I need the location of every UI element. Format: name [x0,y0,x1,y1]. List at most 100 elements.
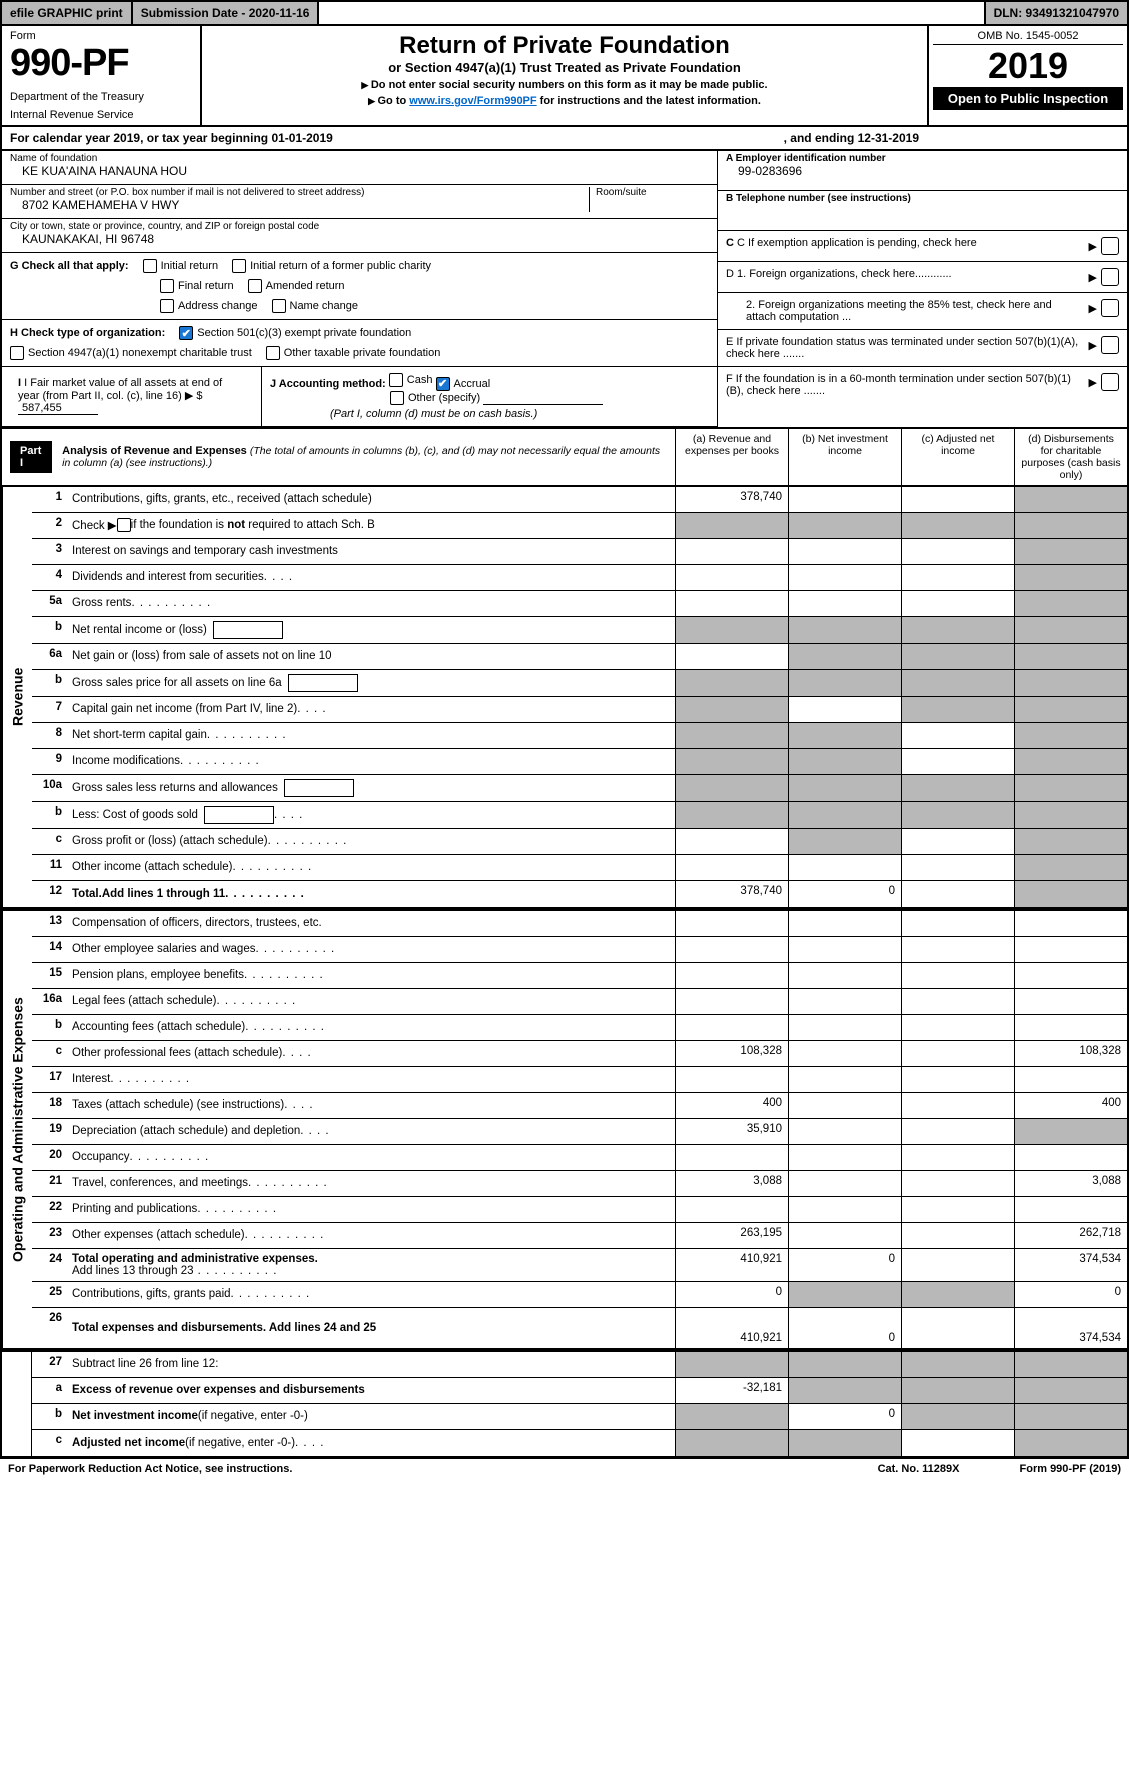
tax-year: 2019 [933,45,1123,87]
c-label: C If exemption application is pending, c… [737,237,977,249]
footer-cat: Cat. No. 11289X [878,1463,960,1475]
part1-title: Analysis of Revenue and Expenses [62,445,247,457]
col-b-header: (b) Net investment income [788,429,901,485]
line-5b: Net rental income or (loss) [68,617,675,643]
footer-form: Form 990-PF (2019) [1020,1463,1122,1475]
foundation-name: KE KUA'AINA HANAUNA HOU [10,164,709,178]
room-label: Room/suite [596,187,709,198]
expenses-side-label: Operating and Administrative Expenses [2,911,32,1348]
address: 8702 KAMEHAMEHA V HWY [10,198,589,212]
line-18: Taxes (attach schedule) (see instruction… [68,1093,675,1118]
inspection-badge: Open to Public Inspection [933,87,1123,110]
chk-final[interactable] [160,279,174,293]
line-16c: Other professional fees (attach schedule… [68,1041,675,1066]
line-21: Travel, conferences, and meetings [68,1171,675,1196]
chk-cash[interactable] [389,373,403,387]
chk-501c3[interactable]: ✔ [179,326,193,340]
line-20: Occupancy [68,1145,675,1170]
line-8: Net short-term capital gain [68,723,675,748]
omb-number: OMB No. 1545-0052 [933,30,1123,45]
chk-c[interactable] [1101,237,1119,255]
h-row: H Check type of organization: ✔Section 5… [2,320,717,367]
calendar-year-row: For calendar year 2019, or tax year begi… [0,127,1129,151]
line-3: Interest on savings and temporary cash i… [68,539,675,564]
chk-other-tax[interactable] [266,346,280,360]
city-label: City or town, state or province, country… [10,221,709,232]
line-23: Other expenses (attach schedule) [68,1223,675,1248]
d1-label: D 1. Foreign organizations, check here..… [726,268,952,280]
chk-other-method[interactable] [390,391,404,405]
line-5a: Gross rents [68,591,675,616]
net-section: 27Subtract line 26 from line 12: aExcess… [0,1350,1129,1458]
note-ssn: Do not enter social security numbers on … [214,79,915,91]
line-7: Capital gain net income (from Part IV, l… [68,697,675,722]
line-4: Dividends and interest from securities [68,565,675,590]
addr-label: Number and street (or P.O. box number if… [10,187,589,198]
chk-accrual[interactable]: ✔ [436,377,450,391]
line-19: Depreciation (attach schedule) and deple… [68,1119,675,1144]
line-13: Compensation of officers, directors, tru… [68,911,675,936]
d2-label: 2. Foreign organizations meeting the 85%… [746,299,1052,323]
ein-label: A Employer identification number [726,153,1119,164]
line-2: Check ▶ if the foundation is not require… [68,513,675,538]
chk-initial[interactable] [143,259,157,273]
line-22: Printing and publications [68,1197,675,1222]
line-10b: Less: Cost of goods sold [68,802,675,828]
form-number: 990-PF [10,42,192,85]
chk-4947[interactable] [10,346,24,360]
irs-label: Internal Revenue Service [10,109,192,121]
line-16a: Legal fees (attach schedule) [68,989,675,1014]
line-12: Total. Add lines 1 through 11 [68,881,675,907]
note-goto: Go to www.irs.gov/Form990PF for instruct… [214,95,915,107]
city-value: KAUNAKAKAI, HI 96748 [10,232,709,246]
line-27: Subtract line 26 from line 12: [68,1352,675,1377]
cal-begin: For calendar year 2019, or tax year begi… [10,131,333,145]
line-27b: Net investment income (if negative, ente… [68,1404,675,1429]
chk-amended[interactable] [248,279,262,293]
form-link[interactable]: www.irs.gov/Form990PF [409,95,536,107]
line-6a: Net gain or (loss) from sale of assets n… [68,644,675,669]
line-9: Income modifications [68,749,675,774]
submission-date: Submission Date - 2020-11-16 [133,2,320,24]
top-bar: efile GRAPHIC print Submission Date - 20… [0,0,1129,26]
line-17: Interest [68,1067,675,1092]
line-26: Total expenses and disbursements. Add li… [68,1308,675,1348]
chk-address[interactable] [160,299,174,313]
line-25: Contributions, gifts, grants paid [68,1282,675,1307]
j-label: J Accounting method: [270,378,386,390]
form-title: Return of Private Foundation [214,32,915,60]
col-c-header: (c) Adjusted net income [901,429,1014,485]
line-11: Other income (attach schedule) [68,855,675,880]
chk-d2[interactable] [1101,299,1119,317]
line-6b: Gross sales price for all assets on line… [68,670,675,696]
ein-value: 99-0283696 [726,164,1119,178]
department: Department of the Treasury [10,91,192,103]
chk-initial-former[interactable] [232,259,246,273]
line-14: Other employee salaries and wages [68,937,675,962]
chk-name[interactable] [272,299,286,313]
tel-label: B Telephone number (see instructions) [726,193,1119,204]
revenue-section: Revenue 1Contributions, gifts, grants, e… [0,487,1129,909]
e-label: E If private foundation status was termi… [726,336,1078,360]
chk-f[interactable] [1101,373,1119,391]
part1-header-row: Part I Analysis of Revenue and Expenses … [0,429,1129,487]
chk-d1[interactable] [1101,268,1119,286]
chk-e[interactable] [1101,336,1119,354]
dln-label: DLN: 93491321047970 [984,2,1127,24]
line-15: Pension plans, employee benefits [68,963,675,988]
f-label: F If the foundation is in a 60-month ter… [726,373,1071,397]
identity-grid: Name of foundation KE KUA'AINA HANAUNA H… [0,151,1129,429]
g-label: G Check all that apply: [10,260,129,272]
line-10a: Gross sales less returns and allowances [68,775,675,801]
page-footer: For Paperwork Reduction Act Notice, see … [0,1458,1129,1479]
chk-schb[interactable] [117,518,131,532]
col-a-header: (a) Revenue and expenses per books [675,429,788,485]
expenses-section: Operating and Administrative Expenses 13… [0,909,1129,1350]
part1-badge: Part I [10,441,52,473]
line-24: Total operating and administrative expen… [68,1249,675,1281]
j-note: (Part I, column (d) must be on cash basi… [270,408,709,420]
line-27c: Adjusted net income (if negative, enter … [68,1430,675,1456]
name-label: Name of foundation [10,153,709,164]
form-label: Form [10,30,192,42]
fmv-value: 587,455 [18,402,98,415]
